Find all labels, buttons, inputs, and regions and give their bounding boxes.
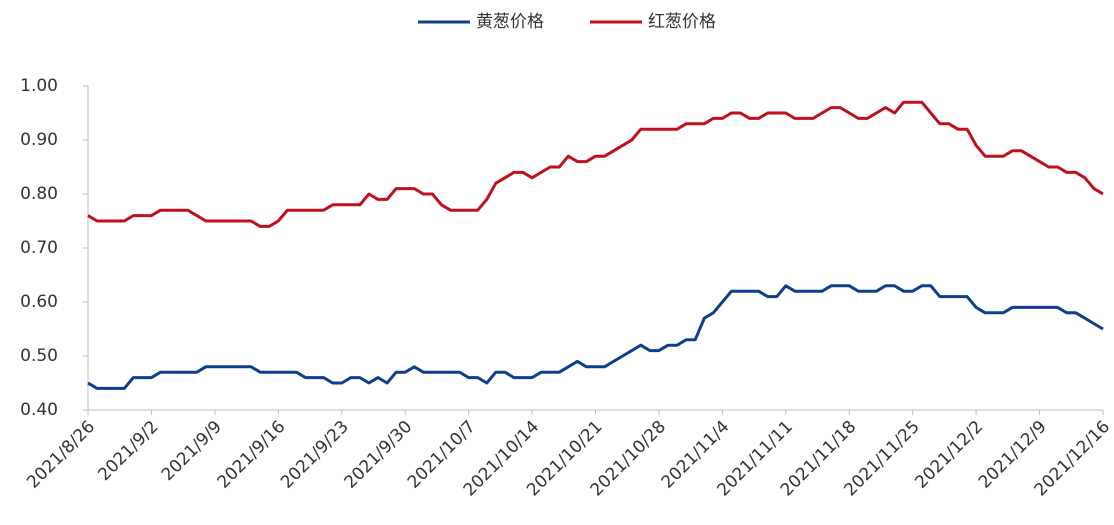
x-tick-label: 2021/9/16 xyxy=(214,417,290,493)
y-tick-label: 0.40 xyxy=(20,400,58,420)
y-tick-label: 0.60 xyxy=(20,292,58,312)
legend-label: 红葱价格 xyxy=(648,12,716,32)
y-tick-label: 0.80 xyxy=(20,184,58,204)
series-line xyxy=(87,100,1104,228)
legend-label: 黄葱价格 xyxy=(476,12,544,32)
y-tick-label: 0.90 xyxy=(20,130,58,150)
y-tick-label: 0.70 xyxy=(20,238,58,258)
series-line xyxy=(87,284,1104,390)
x-tick-label: 2021/8/26 xyxy=(23,417,99,493)
x-tick-label: 2021/9/9 xyxy=(158,417,226,485)
x-tick-label: 2021/9/2 xyxy=(94,417,162,485)
x-tick-label: 2021/9/30 xyxy=(340,417,416,493)
y-tick-label: 1.00 xyxy=(20,76,58,96)
x-tick-label: 2021/9/23 xyxy=(277,417,353,493)
x-tick-label: 2021/12/2 xyxy=(911,417,987,493)
y-tick-label: 0.50 xyxy=(20,346,58,366)
